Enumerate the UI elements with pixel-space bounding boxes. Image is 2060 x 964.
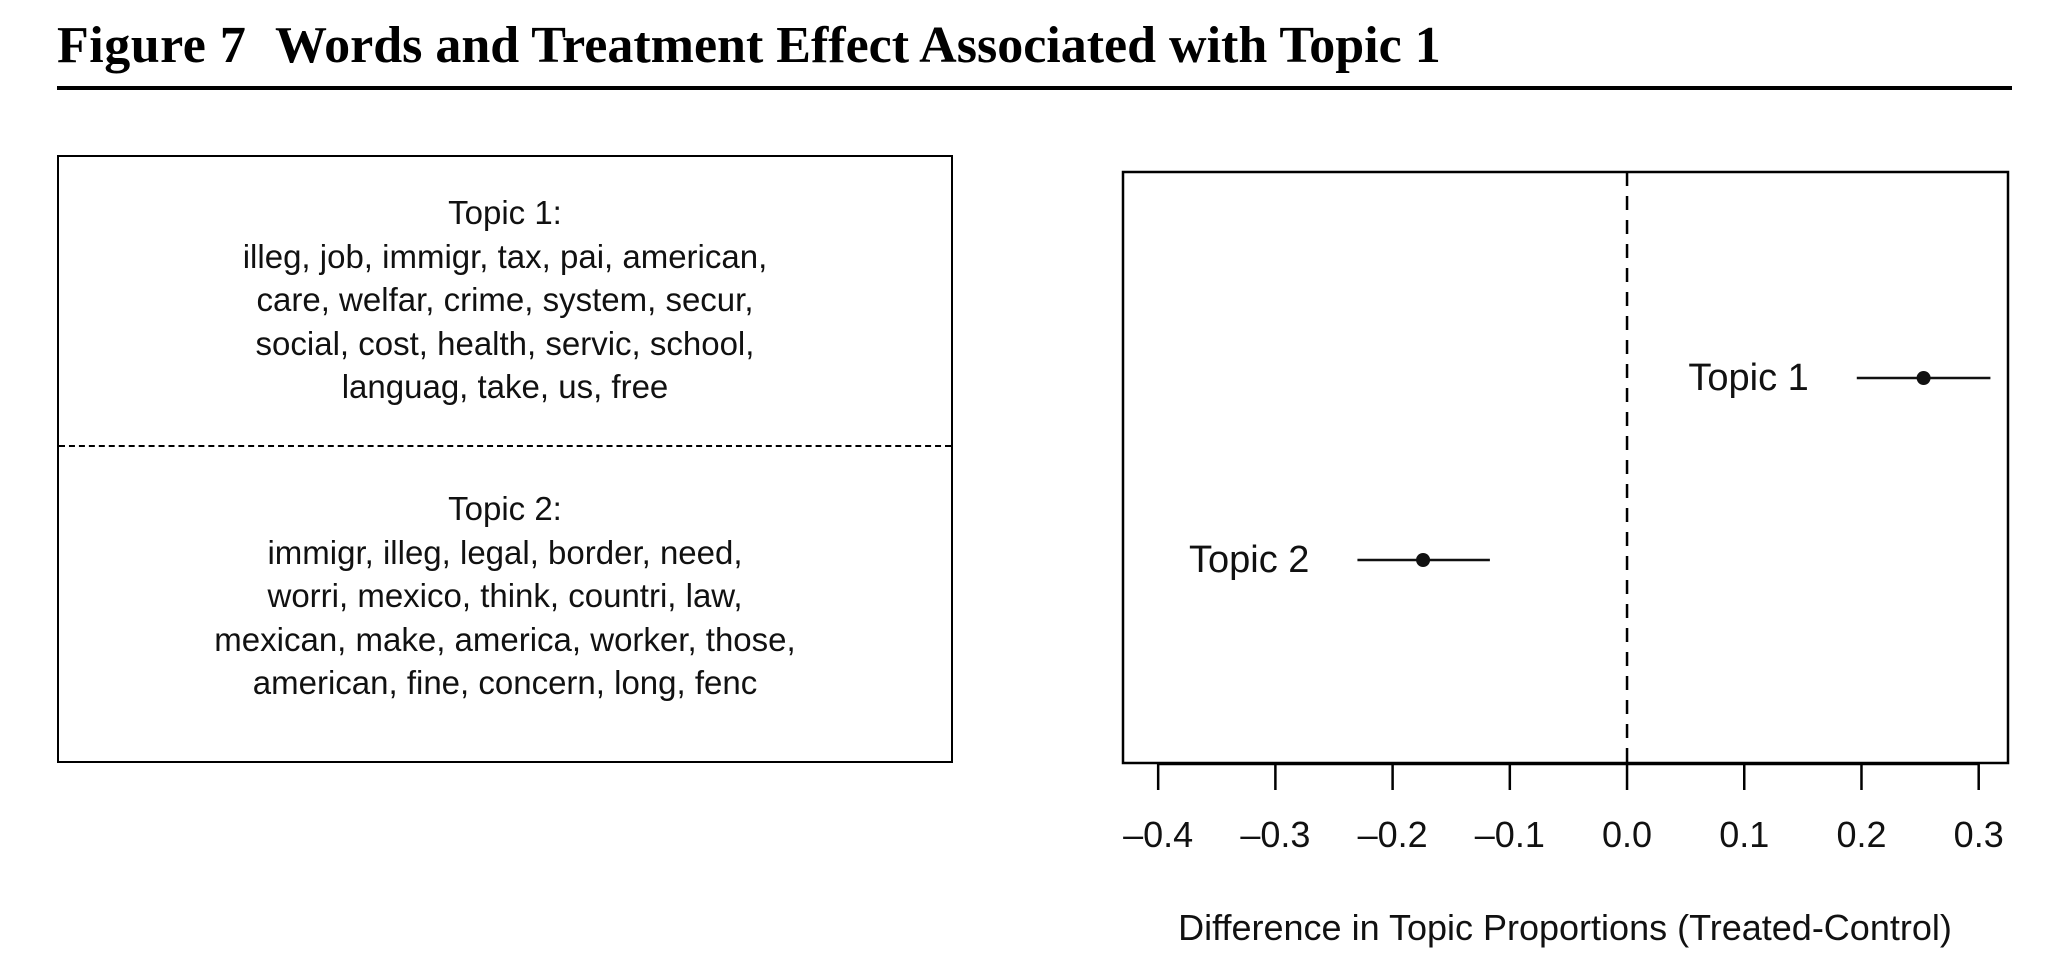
point-estimate-marker — [1416, 553, 1431, 567]
x-tick-label: 0.3 — [1954, 814, 2004, 855]
topic-1-words-line: illeg, job, immigr, tax, pai, american, — [242, 237, 768, 275]
topic-2-words: Topic 2: immigr, illeg, legal, border, n… — [59, 487, 951, 705]
plot-frame — [1121, 170, 2010, 765]
topic-1-words-line: care, welfar, crime, system, secur, — [256, 281, 754, 318]
x-tick-label: –0.1 — [1475, 814, 1545, 855]
topic-2-words-line: mexican, make, america, worker, those, — [214, 620, 796, 658]
x-tick-label: –0.3 — [1240, 814, 1310, 855]
topic-1-words-line: social, cost, health, servic, school, — [255, 324, 755, 362]
topic-1-words: Topic 1: illeg, job, immigr, tax, pai, a… — [59, 191, 951, 409]
figure-title: Words and Treatment Effect Associated wi… — [275, 17, 1441, 74]
topic-words-panel: Topic 1: illeg, job, immigr, tax, pai, a… — [57, 155, 953, 763]
figure-label: Figure 7 — [57, 17, 247, 74]
topic-2-heading: Topic 2: — [448, 490, 562, 527]
topic-2-words-line: american, fine, concern, long, fenc — [252, 664, 758, 701]
point-label: Topic 2 — [1189, 539, 1309, 581]
point-estimate-marker — [1916, 371, 1931, 385]
x-tick-label: –0.2 — [1358, 814, 1428, 855]
topic-divider — [59, 445, 951, 447]
topic-1-words-line: languag, take, us, free — [341, 368, 669, 405]
x-tick-label: 0.0 — [1602, 814, 1652, 855]
point-label: Topic 1 — [1688, 357, 1808, 399]
x-tick-label: 0.2 — [1836, 814, 1886, 855]
x-axis-label: Difference in Topic Proportions (Treated… — [1178, 907, 1952, 948]
figure-header: Figure 7 Words and Treatment Effect Asso… — [57, 14, 2012, 90]
topic-2-words-line: immigr, illeg, legal, border, need, — [267, 533, 743, 571]
x-tick-label: –0.4 — [1123, 814, 1193, 855]
topic-1-heading: Topic 1: — [448, 194, 562, 231]
topic-2-words-line: worri, mexico, think, countri, law, — [267, 577, 743, 614]
x-tick-label: 0.1 — [1719, 814, 1769, 855]
